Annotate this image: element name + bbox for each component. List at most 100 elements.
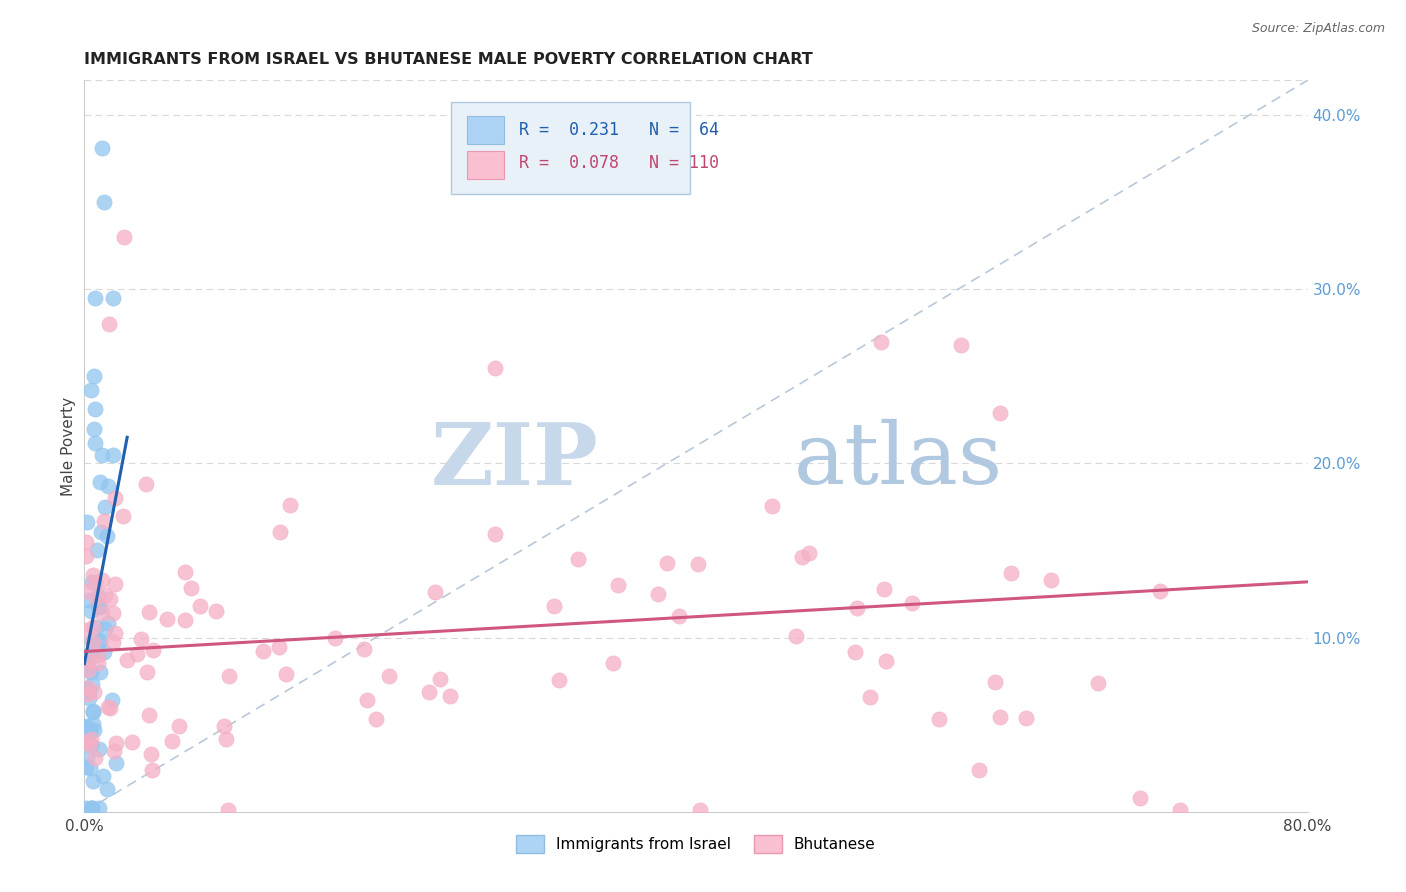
Point — [167, 718, 190, 732]
Point — [82, 645, 104, 659]
Y-axis label: Male Poverty: Male Poverty — [60, 396, 76, 496]
Point — [91, 574, 114, 588]
Point — [378, 669, 401, 683]
Point — [217, 803, 239, 817]
Point — [89, 633, 111, 648]
Point — [77, 663, 100, 677]
Point — [429, 672, 451, 686]
Point — [80, 732, 103, 747]
Point — [1149, 584, 1171, 599]
Point — [75, 584, 97, 599]
Point — [87, 801, 110, 815]
Point — [104, 626, 127, 640]
Point — [101, 606, 124, 620]
Point — [136, 665, 159, 679]
Point — [174, 613, 197, 627]
Point — [859, 690, 882, 704]
Point — [1168, 803, 1191, 817]
Point — [205, 604, 228, 618]
Point — [901, 597, 924, 611]
Text: atlas: atlas — [794, 419, 1002, 502]
Point — [82, 704, 104, 718]
Point — [984, 675, 1007, 690]
Point — [988, 710, 1011, 724]
Point — [84, 435, 107, 450]
Point — [276, 667, 298, 681]
Point — [77, 681, 100, 695]
Point — [91, 769, 114, 783]
Point — [252, 644, 274, 658]
Point — [80, 575, 103, 590]
Point — [139, 747, 162, 761]
Point — [323, 632, 346, 646]
Point — [77, 655, 100, 669]
Point — [77, 654, 100, 668]
Point — [84, 575, 107, 590]
Legend: Immigrants from Israel, Bhutanese: Immigrants from Israel, Bhutanese — [510, 829, 882, 859]
Point — [686, 558, 709, 572]
Point — [82, 717, 104, 731]
Point — [96, 782, 118, 797]
Point — [82, 633, 104, 648]
Point — [212, 719, 235, 733]
Point — [129, 632, 152, 646]
Point — [844, 645, 866, 659]
Point — [125, 647, 148, 661]
Point — [278, 498, 301, 512]
Point — [75, 623, 97, 637]
Point — [87, 589, 110, 603]
Point — [80, 383, 103, 397]
Point — [364, 712, 387, 726]
Point — [101, 291, 124, 305]
Point — [98, 317, 121, 331]
Point — [873, 582, 896, 596]
Point — [103, 743, 125, 757]
Point — [543, 599, 565, 613]
Point — [90, 524, 112, 539]
Point — [93, 588, 115, 602]
Point — [1129, 790, 1152, 805]
Point — [602, 656, 624, 670]
Point — [657, 556, 679, 570]
Point — [75, 719, 97, 733]
Point — [83, 751, 105, 765]
Point — [82, 705, 104, 719]
Point — [846, 600, 869, 615]
Point — [1000, 566, 1022, 580]
Point — [80, 801, 103, 815]
Point — [689, 803, 711, 817]
Point — [104, 491, 127, 506]
Point — [100, 592, 122, 607]
Point — [949, 338, 972, 352]
Point — [82, 635, 104, 649]
Point — [79, 761, 101, 775]
Point — [76, 749, 98, 764]
Point — [93, 645, 115, 659]
Point — [82, 774, 104, 789]
Point — [91, 606, 114, 620]
Point — [89, 475, 111, 490]
Point — [77, 691, 100, 706]
Point — [76, 515, 98, 529]
Point — [91, 448, 114, 462]
FancyBboxPatch shape — [451, 103, 690, 194]
Point — [89, 599, 111, 614]
Point — [93, 514, 115, 528]
Point — [87, 599, 110, 614]
Point — [75, 760, 97, 774]
Point — [797, 545, 820, 559]
Point — [82, 620, 104, 634]
Point — [484, 526, 506, 541]
Point — [647, 587, 669, 601]
Point — [94, 500, 117, 514]
Point — [86, 543, 108, 558]
Point — [1040, 574, 1063, 588]
Point — [97, 616, 120, 631]
Point — [87, 741, 110, 756]
Point — [94, 622, 117, 636]
Point — [439, 689, 461, 703]
Text: R =  0.078   N = 110: R = 0.078 N = 110 — [519, 154, 718, 172]
Point — [84, 591, 107, 605]
Point — [101, 693, 124, 707]
Point — [79, 665, 101, 680]
